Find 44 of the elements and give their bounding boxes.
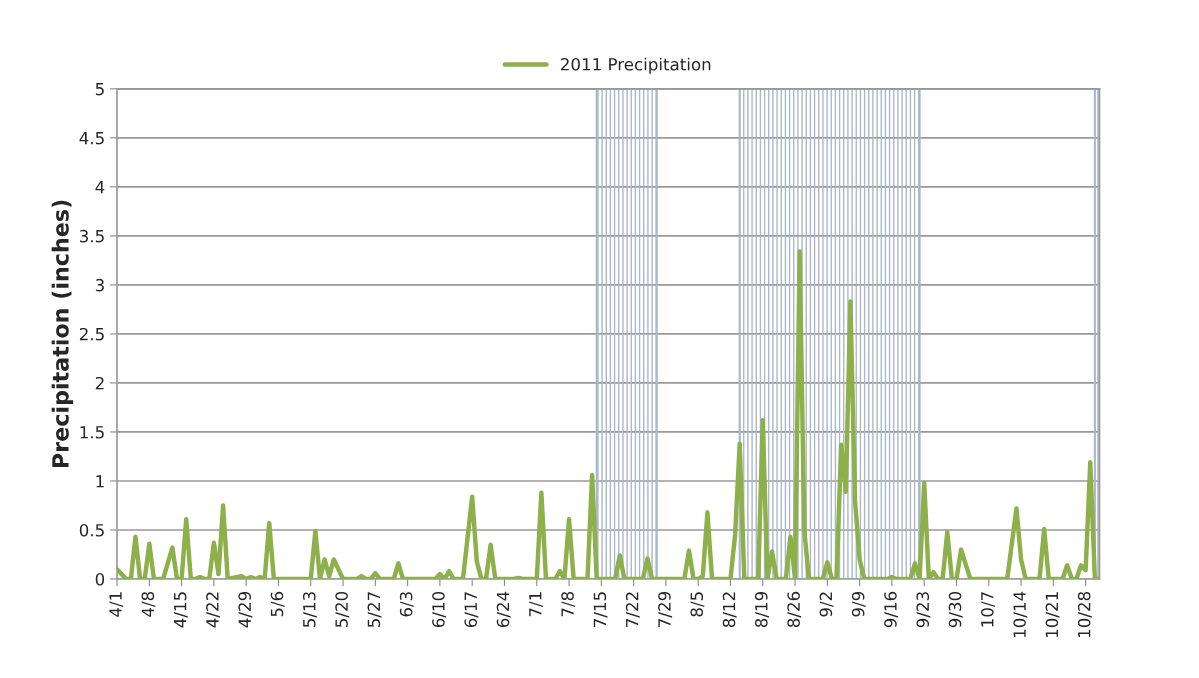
y-tick-label: 5 [95, 83, 104, 96]
x-tick-label: 7/22 [625, 592, 640, 627]
x-tick-label: 10/28 [1077, 591, 1092, 638]
y-tick-label: 2 [95, 376, 104, 390]
x-tick-label: 4/15 [174, 592, 188, 628]
x-tick-label: 8/19 [755, 591, 769, 628]
x-tick-label: 9/9 [851, 591, 866, 617]
y-tick-label: 3 [95, 278, 104, 292]
x-tick-label: 7/15 [593, 592, 608, 627]
y-tick-label: 1.5 [80, 426, 104, 439]
x-tick-label: 10/7 [981, 592, 995, 627]
y-axis-title: Precipitation (inches) [51, 200, 74, 468]
x-tick-label: 4/8 [141, 591, 156, 617]
x-tick-label: 6/17 [464, 592, 479, 628]
x-tick-label: 5/6 [270, 591, 285, 617]
x-tick-label: 4/1 [109, 592, 124, 617]
x-tick-label: 5/13 [302, 592, 317, 627]
y-tick-label: 3.5 [79, 229, 104, 243]
y-tick-label: 2.5 [79, 327, 104, 341]
x-tick-label: 10/14 [1013, 591, 1028, 638]
x-tick-label: 4/22 [206, 592, 221, 628]
x-tick-label: 8/26 [787, 591, 802, 628]
x-tick-label: 4/29 [238, 591, 253, 628]
x-tick-label: 5/20 [335, 591, 350, 627]
x-tick-label: 9/16 [884, 591, 899, 628]
x-tick-label: 9/23 [916, 592, 931, 628]
x-tick-label: 6/3 [399, 592, 414, 617]
x-tick-label: 5/27 [367, 592, 382, 627]
y-tick-label: 0.5 [79, 523, 104, 537]
legend-label: 2011 Precipitation [561, 57, 711, 74]
x-tick-label: 7/8 [561, 591, 576, 617]
y-tick-label: 4.5 [79, 132, 104, 145]
x-tick-label: 7/29 [658, 591, 673, 627]
x-tick-label: 9/2 [819, 592, 834, 617]
x-tick-label: 9/30 [948, 591, 963, 628]
x-tick-label: 10/21 [1045, 592, 1060, 638]
y-tick-label: 0 [95, 572, 105, 586]
x-tick-label: 7/1 [529, 592, 543, 617]
x-tick-label: 8/5 [690, 592, 705, 617]
y-tick-label: 1 [96, 475, 104, 488]
x-tick-label: 6/24 [496, 591, 511, 628]
y-tick-label: 4 [95, 181, 105, 194]
x-tick-label: 8/12 [722, 592, 737, 628]
x-tick-label: 6/10 [432, 591, 447, 628]
